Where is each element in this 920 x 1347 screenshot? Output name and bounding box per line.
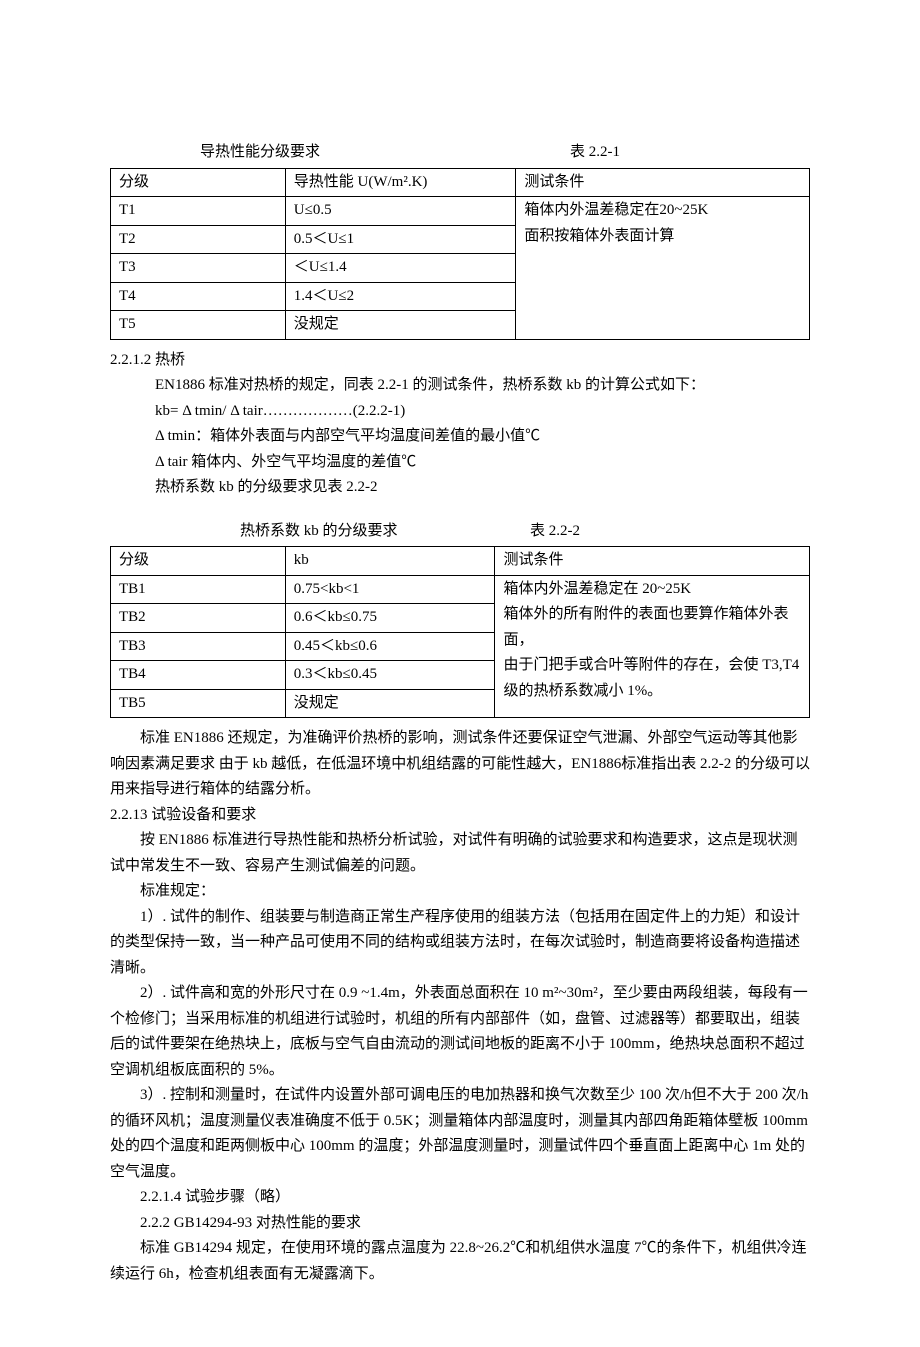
table2-title: 热桥系数 kb 的分级要求 表 2.2-2 [110, 519, 810, 547]
table1-header-0: 分级 [111, 168, 286, 197]
sec3-p3: 1）. 试件的制作、组装要与制造商正常生产程序使用的组装方法（包括用在固定件上的… [110, 905, 810, 982]
cell: 0.45＜kb≤0.6 [285, 632, 495, 661]
table1-title-left: 导热性能分级要求 [200, 140, 320, 166]
table2: 分级 kb 测试条件 TB1 0.75<kb<1 箱体内外温差稳定在 20~25… [110, 546, 810, 718]
table1-title: 导热性能分级要求 表 2.2-1 [110, 140, 810, 168]
sec2-p1: 标准 EN1886 还规定，为准确评价热桥的影响，测试条件还要保证空气泄漏、外部… [110, 726, 810, 803]
table-row: T1 U≤0.5 箱体内外温差稳定在20~25K 面积按箱体外表面计算 [111, 197, 810, 226]
cell: 没规定 [285, 689, 495, 718]
cell: T1 [111, 197, 286, 226]
table2-condition: 箱体内外温差稳定在 20~25K 箱体外的所有附件的表面也要算作箱体外表面， 由… [495, 575, 810, 718]
table-row: TB1 0.75<kb<1 箱体内外温差稳定在 20~25K 箱体外的所有附件的… [111, 575, 810, 604]
cell: 0.3＜kb≤0.45 [285, 661, 495, 690]
cell: 0.6＜kb≤0.75 [285, 604, 495, 633]
sec4-p1: 2.2.1.4 试验步骤（略） [110, 1185, 810, 1211]
cell: T4 [111, 282, 286, 311]
table2-header-0: 分级 [111, 547, 286, 576]
sec3-p1: 按 EN1886 标准进行导热性能和热桥分析试验，对试件有明确的试验要求和构造要… [110, 828, 810, 879]
sec1-p2: 热桥系数 kb 的分级要求见表 2.2-2 [110, 475, 810, 501]
cell: 1.4＜U≤2 [285, 282, 516, 311]
cell: U≤0.5 [285, 197, 516, 226]
sec1-formula: kb= Δ tmin/ Δ tair………………(2.2.2-1) [110, 399, 810, 425]
sec1-heading: 2.2.1.2 热桥 [110, 348, 810, 374]
cell: T5 [111, 311, 286, 340]
sec1-def2: Δ tair 箱体内、外空气平均温度的差值℃ [110, 450, 810, 476]
cell: TB3 [111, 632, 286, 661]
cell: T2 [111, 225, 286, 254]
cell: T3 [111, 254, 286, 283]
table-row: 分级 导热性能 U(W/m².K) 测试条件 [111, 168, 810, 197]
table2-title-right: 表 2.2-2 [530, 519, 810, 545]
cell: TB2 [111, 604, 286, 633]
table1: 分级 导热性能 U(W/m².K) 测试条件 T1 U≤0.5 箱体内外温差稳定… [110, 168, 810, 340]
table-row: 分级 kb 测试条件 [111, 547, 810, 576]
cell: 没规定 [285, 311, 516, 340]
sec3-heading: 2.2.13 试验设备和要求 [110, 803, 810, 829]
table2-header-1: kb [285, 547, 495, 576]
cell: TB5 [111, 689, 286, 718]
sec4-p3: 标准 GB14294 规定，在使用环境的露点温度为 22.8~26.2℃和机组供… [110, 1236, 810, 1287]
cell: TB1 [111, 575, 286, 604]
table1-condition: 箱体内外温差稳定在20~25K 面积按箱体外表面计算 [516, 197, 810, 340]
table1-header-2: 测试条件 [516, 168, 810, 197]
sec1-def1: Δ tmin：箱体外表面与内部空气平均温度间差值的最小值℃ [110, 424, 810, 450]
table1-title-right: 表 2.2-1 [570, 140, 770, 166]
cell: TB4 [111, 661, 286, 690]
sec3-p5: 3）. 控制和测量时，在试件内设置外部可调电压的电加热器和换气次数至少 100 … [110, 1083, 810, 1185]
cell: 0.5＜U≤1 [285, 225, 516, 254]
sec3-p4: 2）. 试件高和宽的外形尺寸在 0.9 ~1.4m，外表面总面积在 10 m²~… [110, 981, 810, 1083]
cell: ＜U≤1.4 [285, 254, 516, 283]
sec3-p2: 标准规定： [110, 879, 810, 905]
table2-title-left: 热桥系数 kb 的分级要求 [240, 519, 398, 545]
table1-header-1: 导热性能 U(W/m².K) [285, 168, 516, 197]
table2-header-2: 测试条件 [495, 547, 810, 576]
sec1-p1: EN1886 标准对热桥的规定，同表 2.2-1 的测试条件，热桥系数 kb 的… [110, 373, 810, 399]
sec4-p2: 2.2.2 GB14294-93 对热性能的要求 [110, 1211, 810, 1237]
cell: 0.75<kb<1 [285, 575, 495, 604]
